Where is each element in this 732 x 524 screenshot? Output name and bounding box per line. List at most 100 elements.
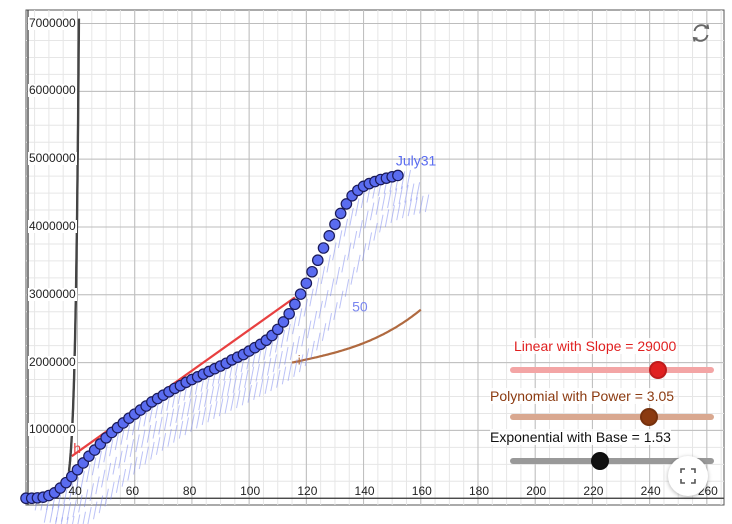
ghost-mark — [424, 194, 430, 213]
ghost-mark — [198, 392, 203, 411]
ghost-mark — [381, 192, 386, 211]
ghost-mark — [163, 412, 169, 431]
ghost-mark — [349, 207, 354, 226]
polynomial-slider-label: Polynomial with Power = 3.05 — [490, 388, 675, 404]
ghost-mark — [123, 444, 129, 463]
ghost-mark — [333, 302, 338, 320]
x-tick-label: 240 — [640, 484, 661, 499]
y-tick-label: 5000000 — [28, 151, 77, 166]
ghost-mark — [178, 420, 184, 439]
ghost-mark — [224, 395, 230, 414]
ghost-mark — [350, 266, 355, 285]
ghost-mark — [55, 504, 60, 523]
data-point — [283, 307, 295, 320]
annotations: July31 h i 50 — [73, 152, 436, 455]
ghost-mark — [141, 429, 146, 448]
ghost-mark — [364, 210, 369, 229]
ghost-mark — [133, 456, 138, 475]
ghost-mark — [270, 373, 275, 392]
ghost-mark — [375, 197, 381, 215]
ghost-mark — [289, 342, 295, 360]
ghost-mark — [332, 242, 337, 261]
ghost-mark — [324, 289, 329, 308]
reset-icon[interactable] — [688, 20, 714, 46]
ghost-mark — [106, 462, 112, 481]
x-tick-label: 80 — [182, 484, 197, 499]
ghost-mark — [344, 279, 350, 297]
linear-slider-knob[interactable] — [648, 361, 667, 379]
ghost-mark — [404, 184, 409, 203]
ghost-mark — [367, 232, 373, 251]
x-tick-label: 40 — [68, 484, 82, 499]
ghost-mark — [72, 516, 75, 524]
ghost-mark — [413, 197, 418, 215]
ghost-mark — [209, 386, 215, 405]
x-tick-label: 220 — [583, 484, 604, 499]
ghost-mark — [109, 438, 114, 457]
ghost-mark — [284, 346, 289, 365]
ghost-mark — [306, 320, 312, 339]
ghost-mark — [213, 401, 218, 419]
ghost-mark — [103, 444, 108, 463]
ghost-mark — [409, 183, 415, 202]
ghost-mark — [66, 502, 72, 521]
polynomial-slider-track[interactable] — [510, 414, 714, 420]
data-point — [277, 316, 290, 328]
data-point — [323, 230, 336, 242]
ghost-mark — [192, 395, 197, 413]
ghost-mark — [186, 398, 192, 417]
polynomial-slider-knob[interactable] — [640, 408, 659, 426]
exponential-model-curve — [67, 18, 81, 472]
ghost-mark — [297, 308, 303, 327]
exponential-slider-label: Exponential with Base = 1.53 — [490, 429, 671, 445]
ghost-mark — [247, 384, 252, 403]
ghost-mark — [120, 426, 125, 445]
poly-label: i — [298, 353, 301, 368]
ghost-mark — [379, 214, 384, 233]
ghost-mark — [419, 195, 424, 214]
ghost-mark — [127, 462, 132, 481]
ghost-mark — [93, 501, 98, 520]
ghost-mark — [144, 446, 149, 465]
ghost-mark — [287, 363, 292, 382]
fullscreen-icon[interactable] — [668, 456, 708, 496]
ghost-mark — [232, 375, 238, 394]
ghost-mark — [241, 387, 247, 406]
ghost-mark — [161, 433, 167, 451]
ghost-mark — [238, 372, 243, 391]
ghost-mark — [152, 420, 157, 439]
x-tick-label: 120 — [297, 484, 318, 499]
ghost-mark — [80, 471, 85, 489]
exponential-slider-knob[interactable] — [591, 452, 610, 470]
ghost-mark — [315, 277, 320, 296]
ghost-mark — [196, 410, 201, 429]
y-tick-label: 6000000 — [28, 83, 77, 98]
ghost-mark — [326, 254, 331, 273]
ghost-mark — [207, 404, 212, 423]
ghost-mark — [339, 290, 344, 309]
ghost-mark — [74, 477, 80, 495]
ghost-mark — [396, 202, 401, 221]
ghost-mark — [310, 340, 315, 359]
ghost-mark — [155, 437, 161, 455]
linear-slider-track[interactable] — [510, 367, 714, 373]
ghost-mark — [272, 354, 278, 373]
ghost-mark — [327, 313, 333, 331]
ghost-mark — [255, 363, 260, 382]
ghost-mark — [101, 469, 106, 488]
ghost-mark — [355, 198, 360, 217]
plot-area — [25, 9, 725, 506]
ghost-mark — [167, 428, 172, 447]
ghost-mark — [126, 422, 131, 440]
ghost-mark — [318, 300, 323, 319]
ghost-mark — [343, 218, 349, 237]
ghost-mark — [82, 511, 86, 524]
data-point — [329, 218, 341, 231]
exponential-slider-track[interactable] — [510, 458, 714, 464]
ghost-mark — [91, 457, 97, 476]
ghost-mark — [407, 198, 413, 217]
ghost-mark — [356, 254, 361, 273]
ghost-mark — [89, 483, 95, 502]
